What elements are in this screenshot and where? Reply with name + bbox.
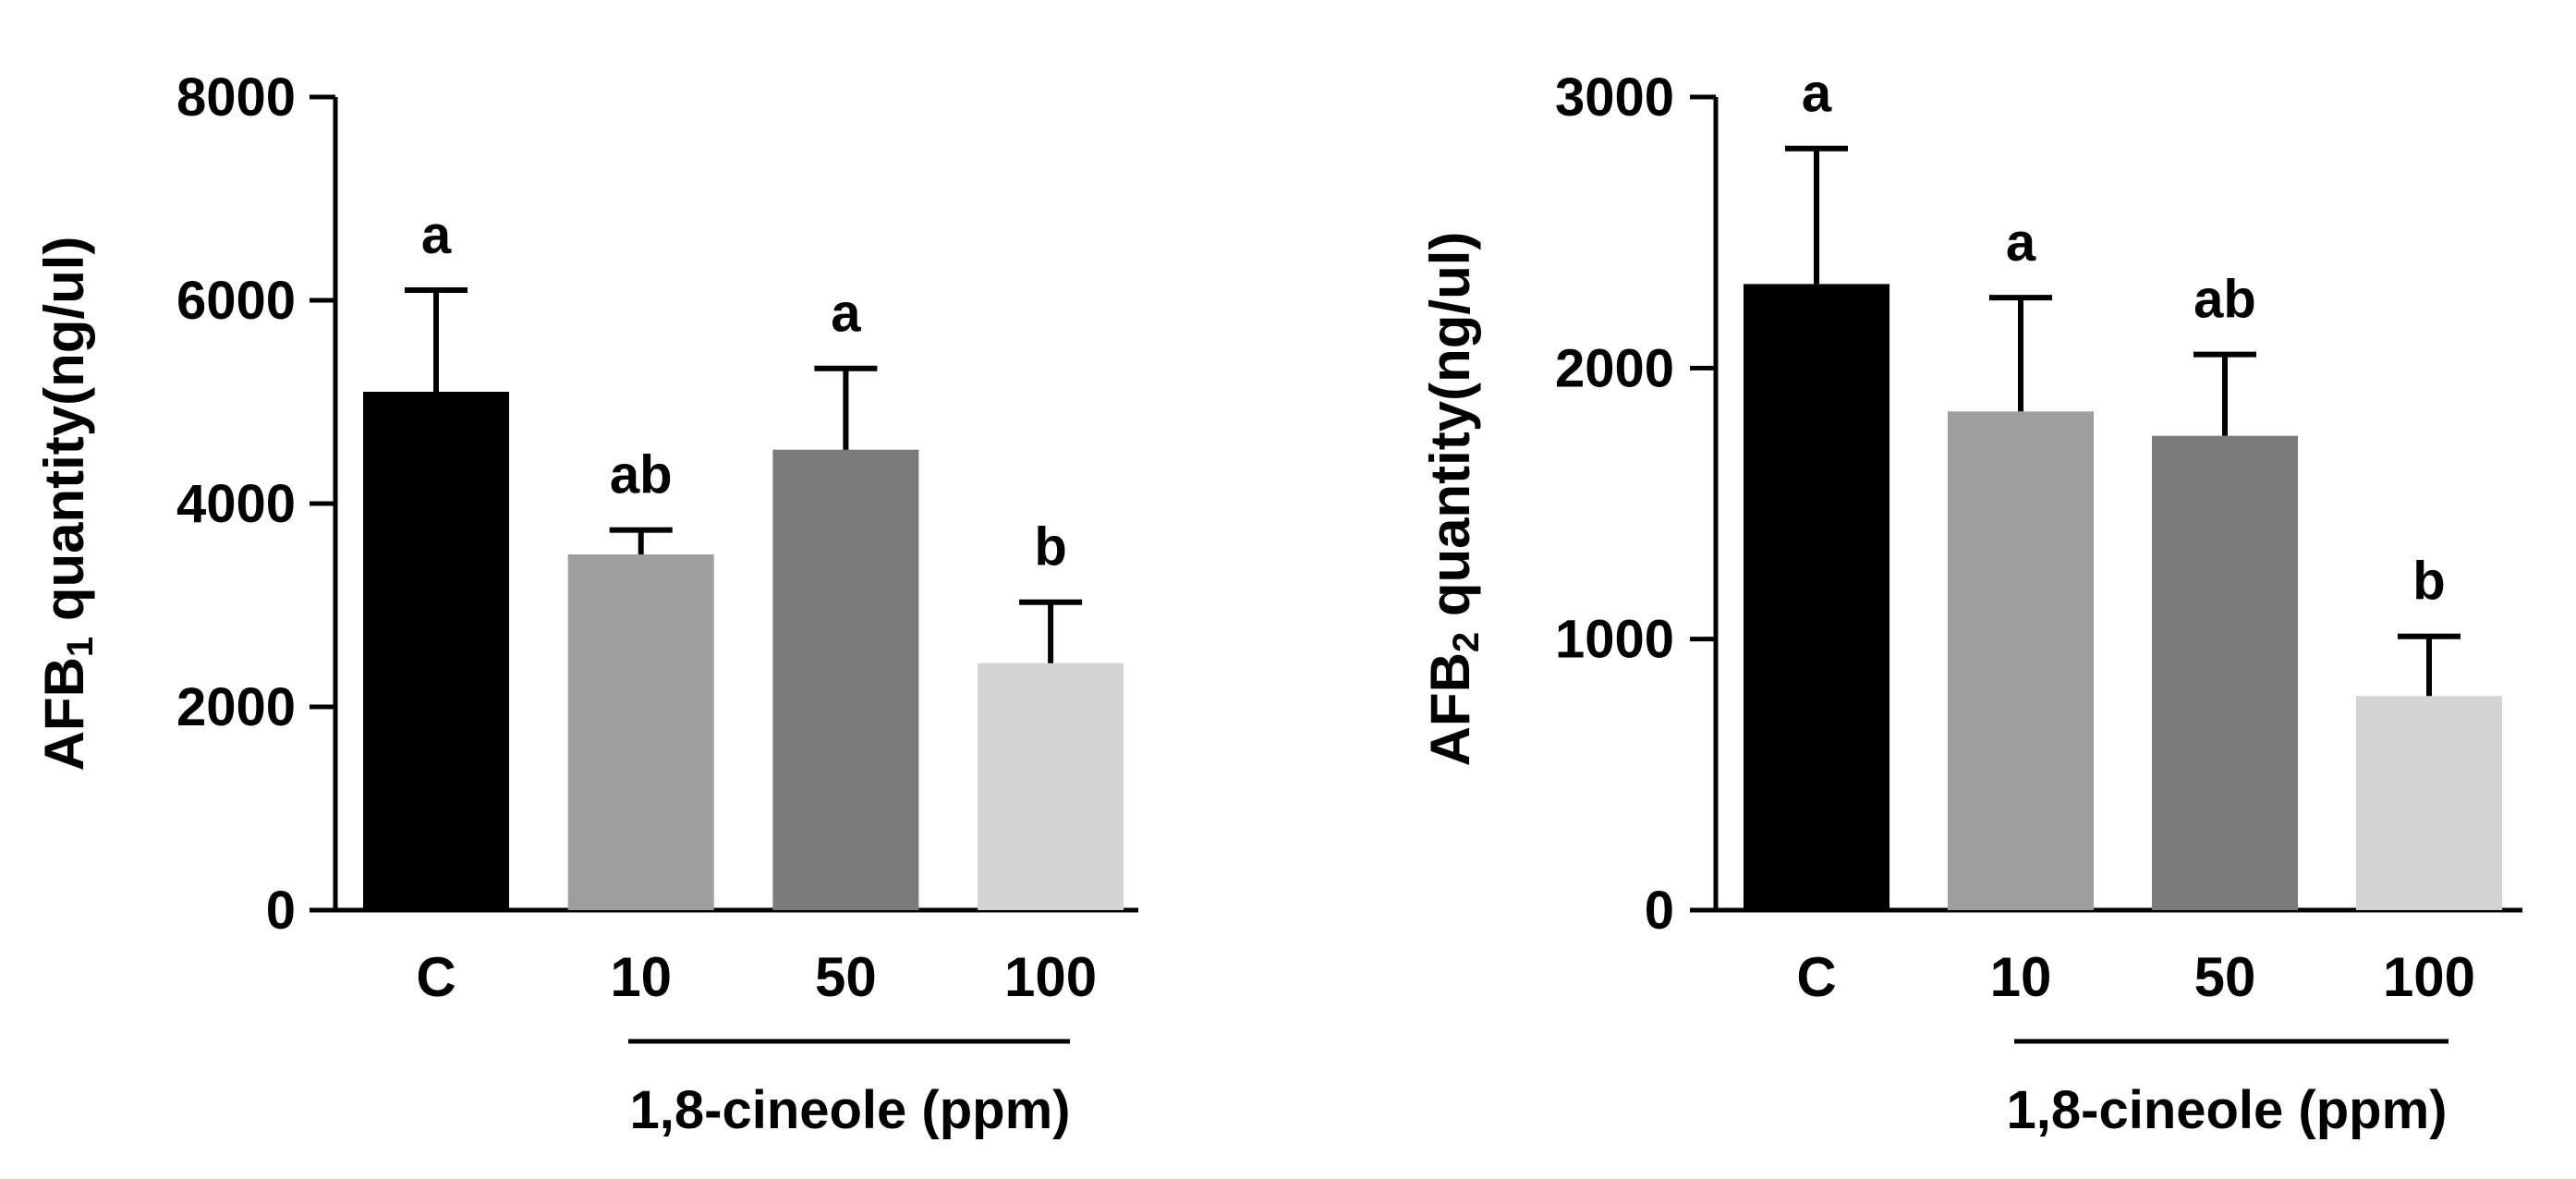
y-tick-label: 2000 (1555, 338, 1674, 398)
bar-100 (978, 662, 1124, 910)
y-axis-title: AFB1 quantity(ng/ul) (33, 237, 101, 772)
bar-50 (2152, 435, 2298, 911)
group-label: 1,8-cineole (ppm) (630, 1080, 1071, 1140)
bars (363, 392, 1124, 910)
bar-C (1744, 284, 1889, 910)
significance-label-100: b (1034, 517, 1066, 577)
y-axis-title-prefix: AFB (1419, 652, 1481, 766)
error-bar-50 (2193, 351, 2256, 436)
y-axis-title-prefix: AFB (33, 657, 95, 771)
significance-label-C: a (421, 205, 452, 265)
error-bar-C (405, 287, 468, 392)
x-tick-label-100: 100 (2383, 946, 2475, 1008)
error-bar-10 (1989, 295, 2052, 412)
y-axis-title-subscript: 2 (1446, 632, 1487, 652)
bar-10 (567, 554, 714, 910)
significance-label-C: a (1802, 64, 1832, 124)
significance-label-10: ab (610, 445, 673, 505)
y-ticks: 0 1000 2000 3000 (1555, 67, 1716, 941)
error-bars (405, 287, 1083, 663)
y-axis-title-suffix: quantity(ng/ul) (1419, 232, 1481, 632)
error-bars (1785, 145, 2461, 697)
significance-label-100: b (2412, 552, 2445, 612)
y-tick-label: 0 (1645, 881, 1674, 941)
significance-label-50: ab (2193, 270, 2256, 330)
x-tick-label-C: C (1796, 946, 1836, 1008)
y-tick-label: 2000 (176, 677, 296, 737)
bar-50 (772, 449, 919, 910)
error-bar-100 (2398, 633, 2461, 697)
error-bar-C (1785, 145, 1848, 285)
significance-labels: a a ab b (1802, 64, 2446, 612)
error-bar-10 (609, 527, 673, 554)
bars (1744, 284, 2502, 911)
y-axis-title: AFB2 quantity(ng/ul) (1419, 232, 1487, 767)
error-bar-100 (1019, 599, 1083, 663)
y-tick-label: 3000 (1555, 67, 1674, 128)
x-tick-label-100: 100 (1004, 946, 1097, 1008)
error-bar-50 (814, 365, 878, 450)
y-axis-title-suffix: quantity(ng/ul) (33, 237, 95, 637)
significance-label-50: a (831, 284, 861, 344)
x-tick-label-10: 10 (1990, 946, 2052, 1008)
significance-label-10: a (2006, 213, 2036, 273)
y-tick-label: 4000 (176, 474, 296, 534)
x-tick-label-C: C (416, 946, 456, 1008)
y-axis-title-subscript: 1 (60, 637, 101, 657)
y-tick-label: 0 (266, 881, 296, 941)
x-tick-label-10: 10 (610, 946, 672, 1008)
x-tick-label-50: 50 (2194, 946, 2256, 1008)
bar-100 (2356, 696, 2502, 910)
y-tick-label: 8000 (176, 67, 296, 128)
chart-afb2: 0 1000 2000 3000 a a ab b C 10 50 100 1,8-cineole… (1419, 64, 2522, 1140)
y-tick-label: 6000 (176, 271, 296, 331)
y-ticks: 0 2000 4000 6000 8000 (176, 67, 335, 941)
category-labels: C 10 50 100 (416, 946, 1097, 1008)
group-label: 1,8-cineole (ppm) (2007, 1080, 2448, 1140)
category-labels: C 10 50 100 (1796, 946, 2475, 1008)
bar-10 (1948, 411, 2094, 910)
y-tick-label: 1000 (1555, 610, 1674, 670)
bar-C (363, 392, 509, 910)
x-tick-label-50: 50 (815, 946, 877, 1008)
